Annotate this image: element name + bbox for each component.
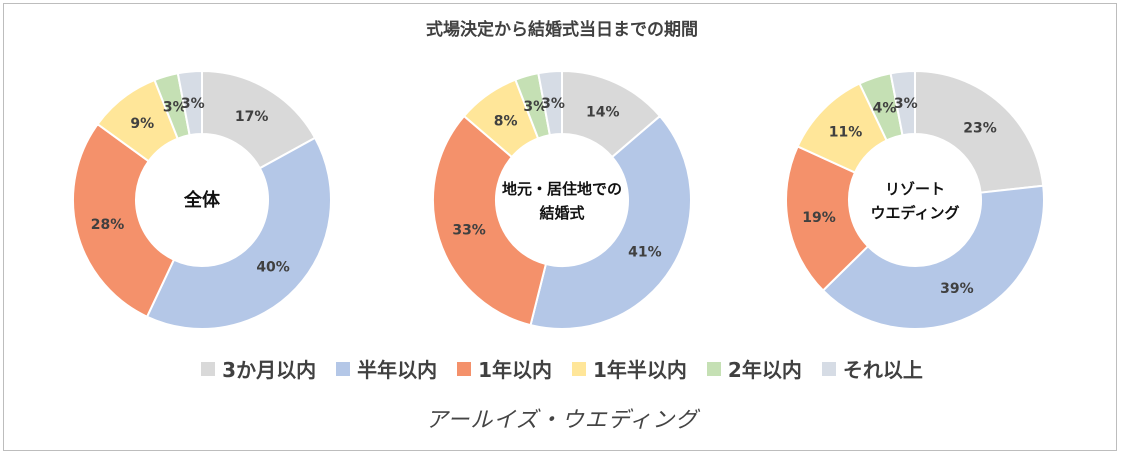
legend-item: 3か月以内: [201, 354, 316, 383]
legend-swatch: [201, 361, 216, 376]
legend-label: 1年以内: [478, 358, 552, 382]
slice-2-5: [889, 69, 916, 137]
legend-label: 半年以内: [357, 358, 438, 382]
center-label-2-1: ウエディング: [871, 204, 960, 222]
legend-swatch: [821, 361, 836, 376]
data-label-0-5: 3%: [181, 96, 205, 112]
legend-item: 半年以内: [336, 354, 437, 383]
data-label-1-5: 3%: [541, 96, 565, 112]
slice-0-2: [72, 122, 176, 319]
chart-title: 式場決定から結婚式当日までの期間: [426, 20, 698, 40]
data-label-1-3: 8%: [494, 113, 518, 129]
legend-swatch: [457, 361, 472, 376]
slice-1-5: [537, 69, 563, 137]
center-label-1-0: 地元・居住地での: [502, 180, 622, 198]
slice-2-0: [914, 69, 1045, 194]
legend-swatch: [572, 361, 586, 376]
legend-item: それ以上: [821, 354, 923, 383]
data-label-2-2: 19%: [802, 210, 836, 226]
data-label-0-0: 17%: [235, 109, 269, 125]
data-label-1-2: 33%: [452, 223, 486, 239]
data-label-2-4: 4%: [873, 100, 897, 116]
legend-label: それ以上: [842, 358, 923, 382]
legend-item: 2年以内: [706, 354, 802, 383]
legend-item: 1年以内: [457, 354, 552, 383]
center-label-1-1: 結婚式: [539, 204, 584, 222]
data-label-0-2: 28%: [91, 217, 125, 233]
data-label-1-1: 41%: [628, 244, 662, 260]
data-label-0-3: 9%: [130, 116, 154, 132]
data-label-1-0: 14%: [586, 104, 620, 120]
data-label-1-4: 3%: [523, 99, 547, 115]
data-label-2-5: 3%: [894, 96, 918, 112]
data-label-2-0: 23%: [963, 120, 997, 136]
slice-2-1: [821, 184, 1045, 331]
data-label-2-3: 11%: [829, 125, 863, 141]
legend-swatch: [336, 361, 351, 376]
data-label-0-1: 40%: [256, 260, 290, 276]
legend-label: 2年以内: [727, 358, 802, 382]
legend-item: 1年半以内: [572, 354, 687, 383]
legend-label: 3か月以内: [222, 358, 317, 382]
legend-swatch: [706, 361, 721, 376]
slice-0-5: [176, 69, 203, 137]
brand-logo: アールイズ・ウエディング: [425, 408, 699, 433]
slice-2-2: [785, 145, 870, 292]
slice-0-1: [145, 136, 333, 330]
data-label-0-4: 3%: [163, 99, 187, 115]
data-label-2-1: 39%: [940, 281, 974, 297]
center-label-2-0: リゾート: [885, 180, 945, 198]
center-label-0-0: 全体: [183, 189, 221, 211]
slice-1-1: [529, 114, 692, 330]
slice-1-2: [432, 114, 548, 327]
legend: 3か月以内 半年以内 1年以内 1年半以内 2年以内 それ以上: [0, 354, 1124, 383]
legend-label: 1年半以内: [593, 358, 687, 382]
